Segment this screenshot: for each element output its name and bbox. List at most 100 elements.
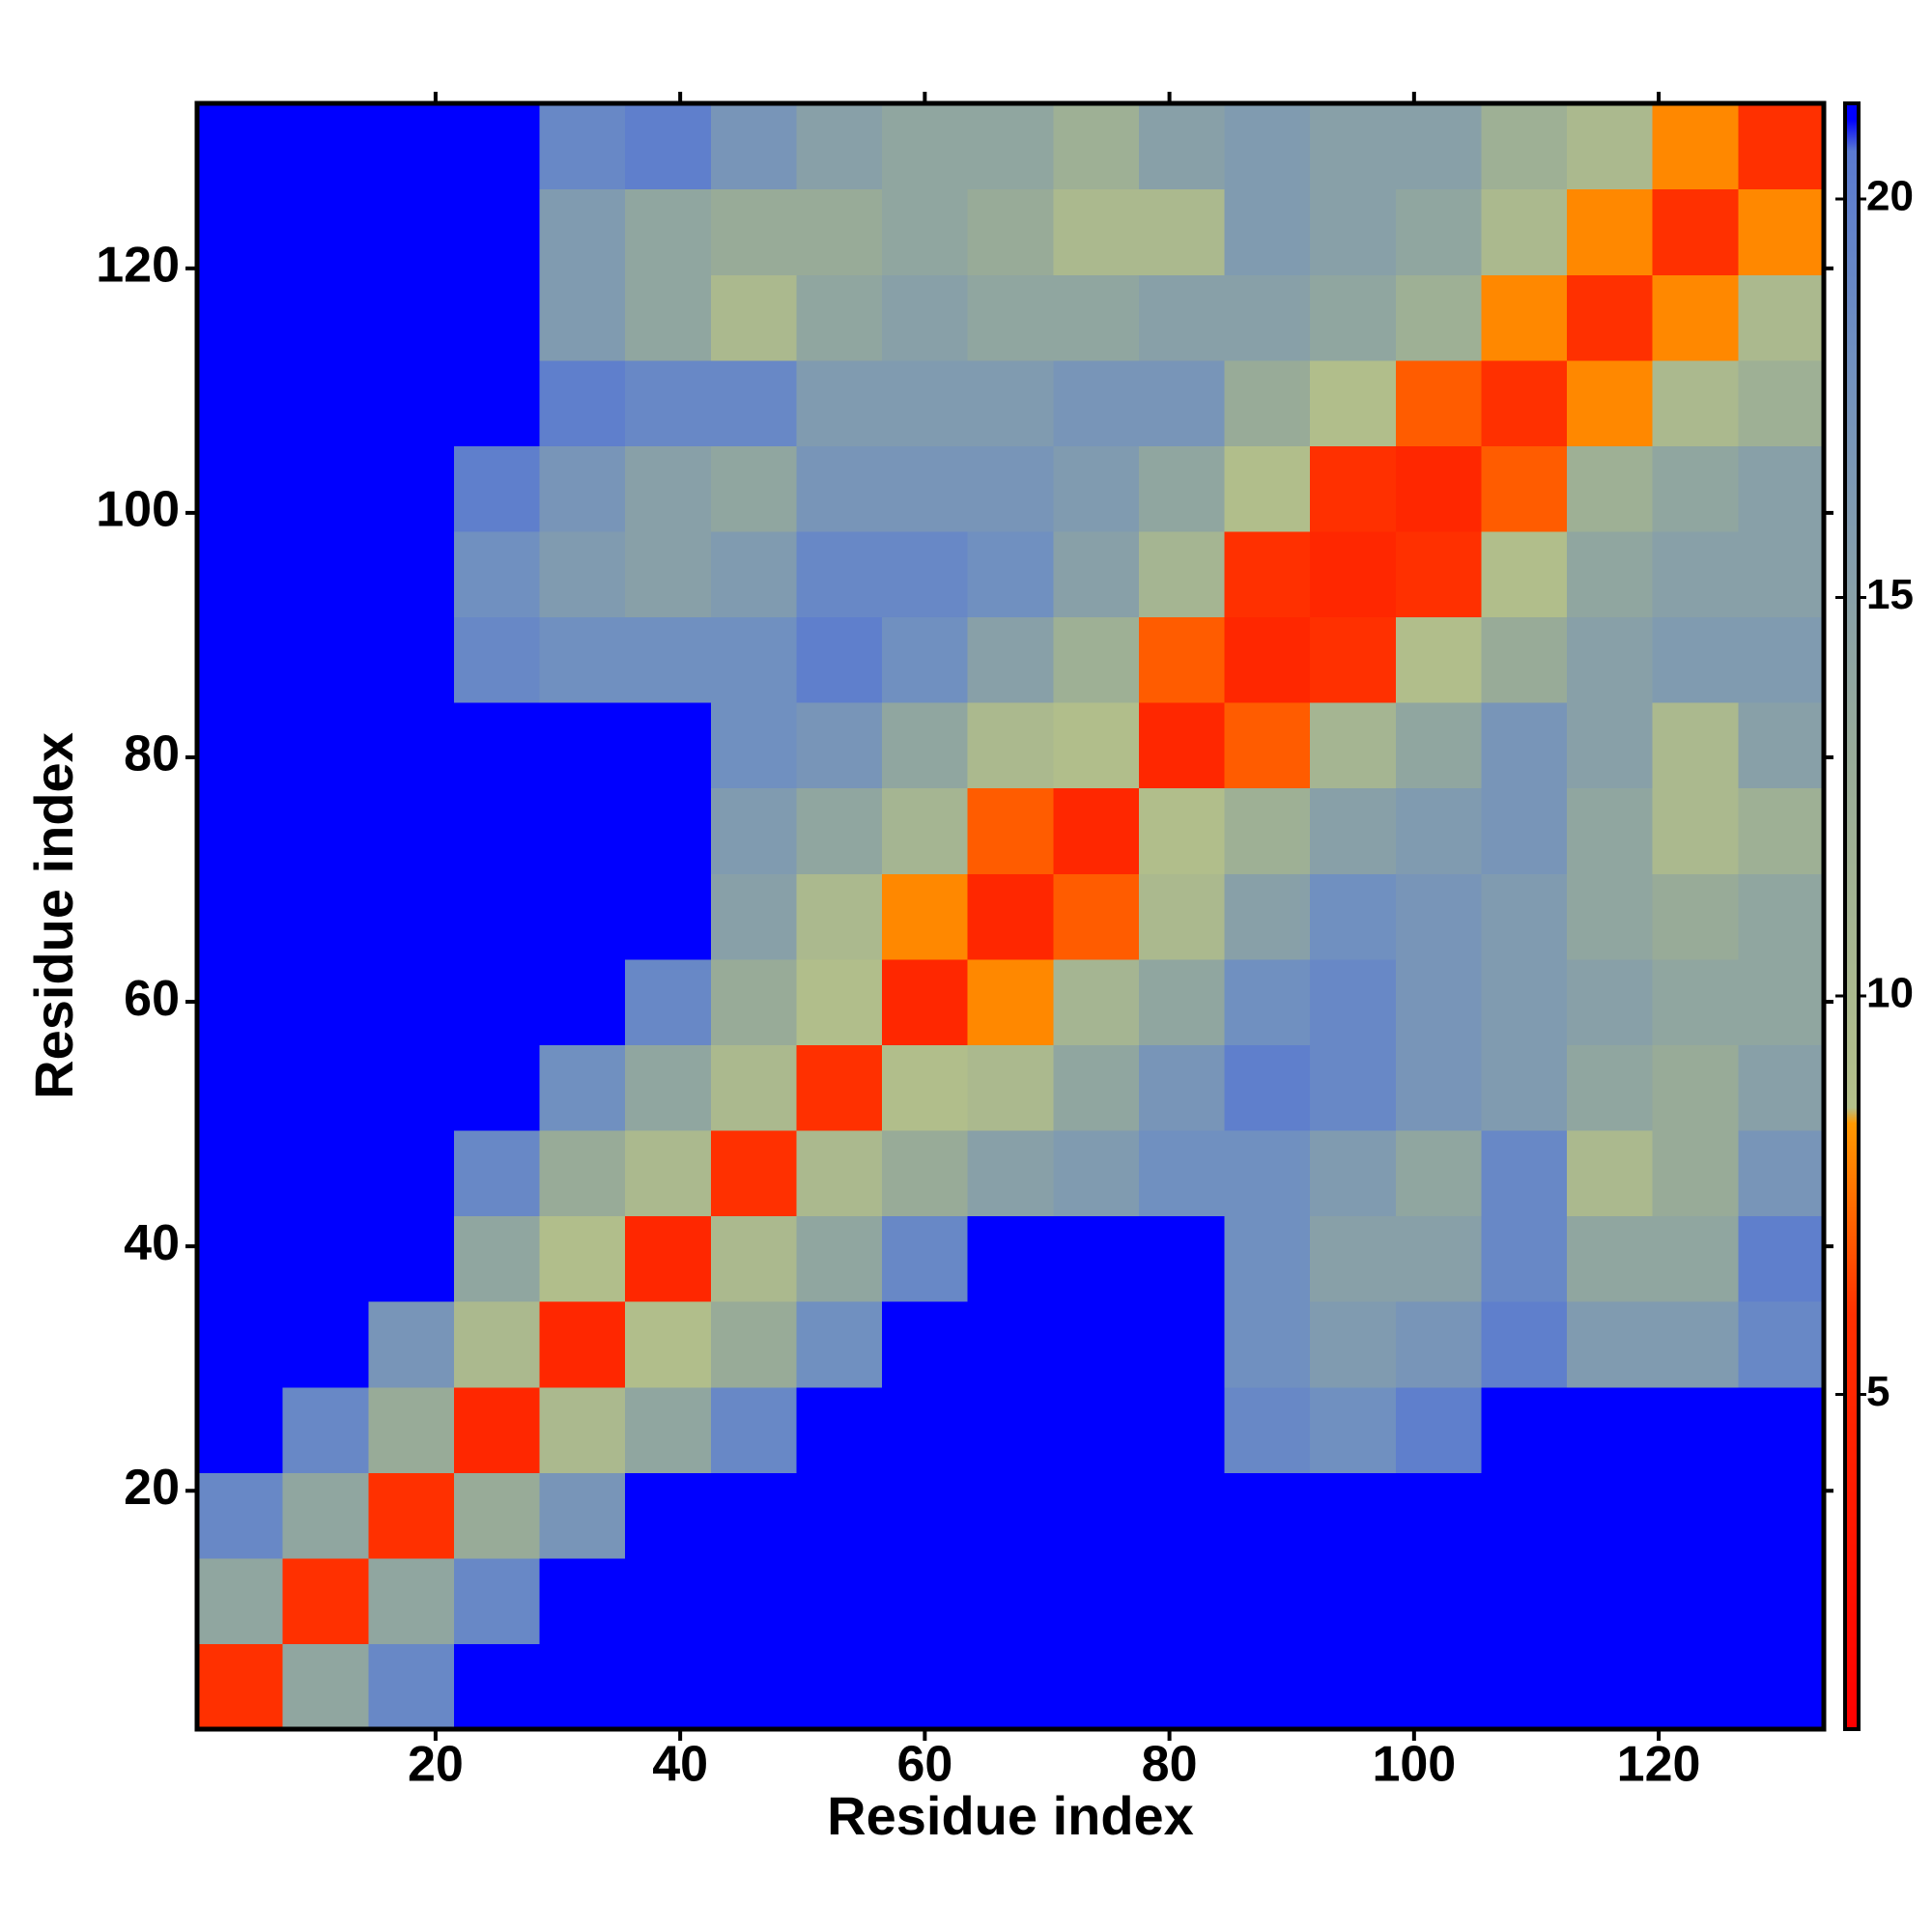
heatmap-cell — [625, 359, 712, 446]
heatmap-cell — [1738, 1129, 1825, 1217]
heatmap-cell — [1053, 616, 1140, 703]
heatmap-cell — [796, 616, 883, 703]
heatmap-cell — [1738, 1643, 1825, 1730]
heatmap-cell — [1053, 530, 1140, 618]
heatmap-cell — [197, 1557, 284, 1645]
heatmap-cell — [539, 616, 626, 703]
heatmap-cell — [1310, 787, 1397, 874]
heatmap-cell — [1138, 1215, 1226, 1302]
heatmap-cell — [1738, 1301, 1825, 1388]
heatmap-cell — [882, 1301, 969, 1388]
heatmap-cell — [1652, 787, 1739, 874]
heatmap-cell — [368, 1643, 455, 1730]
y-tick-label: 40 — [124, 1215, 180, 1271]
heatmap-cell — [368, 1472, 455, 1559]
heatmap-cell — [197, 1129, 284, 1217]
heatmap-cell — [1053, 702, 1140, 789]
heatmap-cell — [1481, 188, 1568, 275]
heatmap-cell — [282, 958, 369, 1045]
heatmap-cell — [1224, 1472, 1311, 1559]
heatmap-cell — [967, 873, 1054, 960]
heatmap-cell — [967, 1472, 1054, 1559]
x-tick-label: 60 — [896, 1737, 952, 1793]
heatmap-cell — [625, 1301, 712, 1388]
heatmap-cell — [967, 1301, 1054, 1388]
heatmap-cell — [1395, 359, 1483, 446]
heatmap-cell — [967, 1386, 1054, 1473]
heatmap-cell — [882, 1472, 969, 1559]
heatmap-cell — [710, 1301, 798, 1388]
heatmap-cell — [1224, 445, 1311, 532]
heatmap-cell — [453, 787, 541, 874]
heatmap-cell — [625, 616, 712, 703]
heatmap-cell — [967, 616, 1054, 703]
heatmap-cell — [1053, 1044, 1140, 1131]
heatmap-cell — [368, 873, 455, 960]
heatmap-cell — [710, 958, 798, 1045]
heatmap-cell — [539, 702, 626, 789]
heatmap-cell — [625, 188, 712, 275]
heatmap-cell — [1567, 1215, 1654, 1302]
heatmap-cell — [1138, 445, 1226, 532]
heatmap-cell — [967, 702, 1054, 789]
heatmap-cell — [1567, 188, 1654, 275]
heatmap-cell — [1652, 1215, 1739, 1302]
heatmap-cell — [1481, 958, 1568, 1045]
heatmap-cell — [1395, 1129, 1483, 1217]
heatmap-cell — [453, 1643, 541, 1730]
heatmap-cell — [453, 616, 541, 703]
heatmap-cell — [796, 702, 883, 789]
heatmap-cell — [197, 530, 284, 618]
heatmap-cell — [1053, 359, 1140, 446]
heatmap-cell — [1224, 873, 1311, 960]
heatmap-cell — [796, 1215, 883, 1302]
heatmap-cell — [1738, 1557, 1825, 1645]
heatmap-cell — [368, 702, 455, 789]
heatmap-cell — [796, 873, 883, 960]
heatmap-cell — [1224, 530, 1311, 618]
heatmap-cell — [1567, 1557, 1654, 1645]
heatmap-cell — [1738, 445, 1825, 532]
y-tick-label: 20 — [124, 1460, 180, 1516]
heatmap-cell — [796, 1386, 883, 1473]
heatmap-cell — [1481, 1643, 1568, 1730]
heatmap-cell — [1481, 445, 1568, 532]
heatmap-cell — [625, 1472, 712, 1559]
heatmap-cell — [1310, 530, 1397, 618]
heatmap-cell — [197, 445, 284, 532]
heatmap-cell — [368, 188, 455, 275]
heatmap-cell — [1481, 702, 1568, 789]
heatmap-cell — [710, 873, 798, 960]
heatmap-cell — [539, 1643, 626, 1730]
heatmap-cell — [1652, 530, 1739, 618]
heatmap-cell — [1310, 359, 1397, 446]
heatmap-cell — [539, 274, 626, 361]
heatmap-cell — [967, 1215, 1054, 1302]
heatmap-cell — [1738, 359, 1825, 446]
heatmap-cell — [882, 1129, 969, 1217]
heatmap-cell — [453, 1215, 541, 1302]
heatmap-cell — [1395, 1557, 1483, 1645]
heatmap-cell — [710, 188, 798, 275]
x-axis-label: Residue index — [827, 1785, 1194, 1846]
heatmap-cell — [1138, 530, 1226, 618]
heatmap-cell — [882, 1386, 969, 1473]
heatmap-cell — [1138, 958, 1226, 1045]
heatmap-cell — [710, 1044, 798, 1131]
heatmap-cell — [1738, 1386, 1825, 1473]
heatmap-cell — [1481, 530, 1568, 618]
heatmap-cell — [453, 1557, 541, 1645]
heatmap-cell — [796, 787, 883, 874]
heatmap-cell — [1224, 103, 1311, 190]
heatmap-cell — [1310, 103, 1397, 190]
heatmap-cell — [1567, 530, 1654, 618]
heatmap-cell — [882, 530, 969, 618]
heatmap-cell — [710, 445, 798, 532]
heatmap-cell — [1395, 616, 1483, 703]
heatmap-cell — [1738, 958, 1825, 1045]
heatmap-cell — [453, 958, 541, 1045]
heatmap-cell — [882, 787, 969, 874]
heatmap-cell — [1310, 702, 1397, 789]
heatmap-cell — [453, 103, 541, 190]
heatmap-cell — [453, 359, 541, 446]
